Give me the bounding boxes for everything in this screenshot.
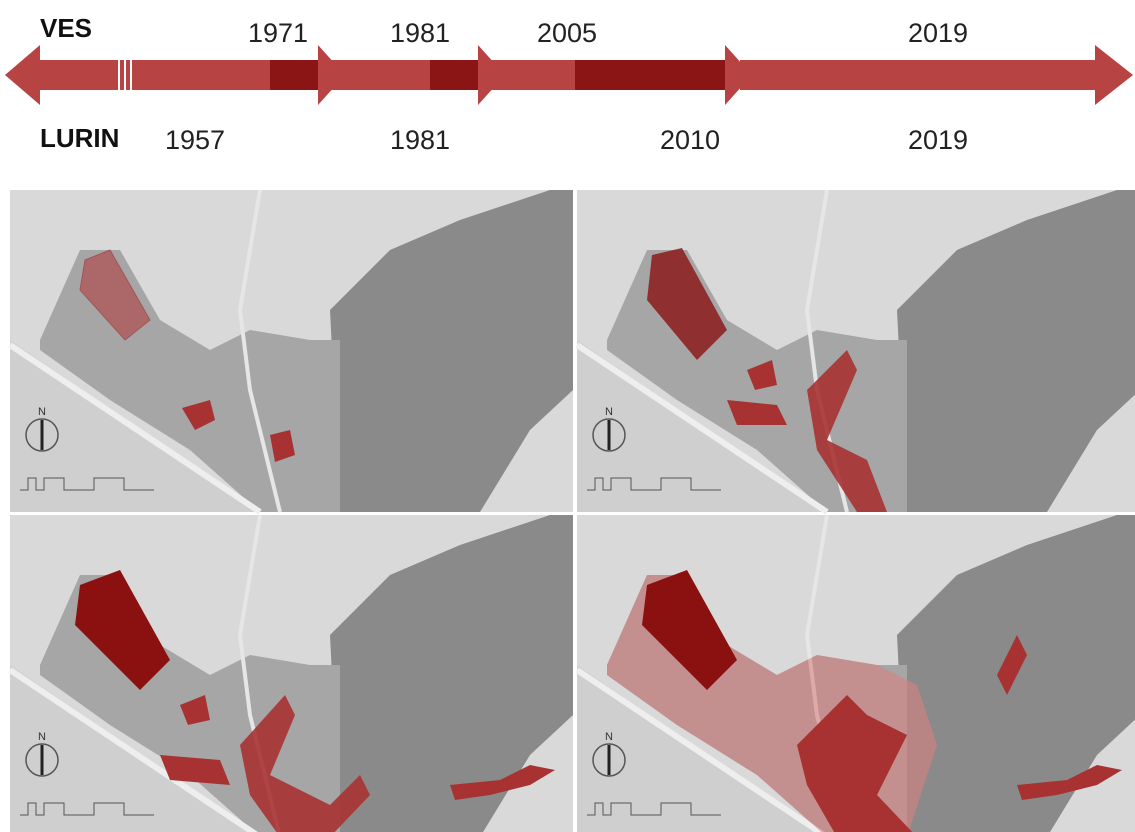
north-label: N — [38, 731, 46, 743]
bottom-year: 1957 — [165, 125, 225, 155]
map-panel: N — [10, 190, 573, 512]
map-panel: N — [10, 515, 573, 832]
tick — [118, 60, 120, 90]
map-panel: N — [577, 515, 1135, 832]
top-year: 1971 — [248, 18, 308, 48]
arrow-2 — [330, 45, 505, 105]
top-label: VES — [40, 13, 92, 43]
top-year: 2019 — [908, 18, 968, 48]
arrow-4 — [740, 45, 1133, 105]
bottom-year: 1981 — [390, 125, 450, 155]
bottom-year: 2019 — [908, 125, 968, 155]
timeline: VES 1971 1981 2005 2019 LURIN 1957 1981 … — [5, 13, 1133, 155]
north-label: N — [38, 406, 46, 418]
map-panel: N — [577, 190, 1135, 512]
arrow-dark — [575, 60, 725, 90]
tick — [130, 60, 132, 90]
arrow-dark — [430, 60, 478, 90]
tick — [124, 60, 126, 90]
bottom-year: 2010 — [660, 125, 720, 155]
north-label: N — [605, 406, 613, 418]
bottom-label: LURIN — [40, 123, 119, 153]
top-year: 2005 — [537, 18, 597, 48]
north-label: N — [605, 731, 613, 743]
arrow-1 — [5, 45, 345, 105]
arrow-dark — [270, 60, 318, 90]
top-year: 1981 — [390, 18, 450, 48]
